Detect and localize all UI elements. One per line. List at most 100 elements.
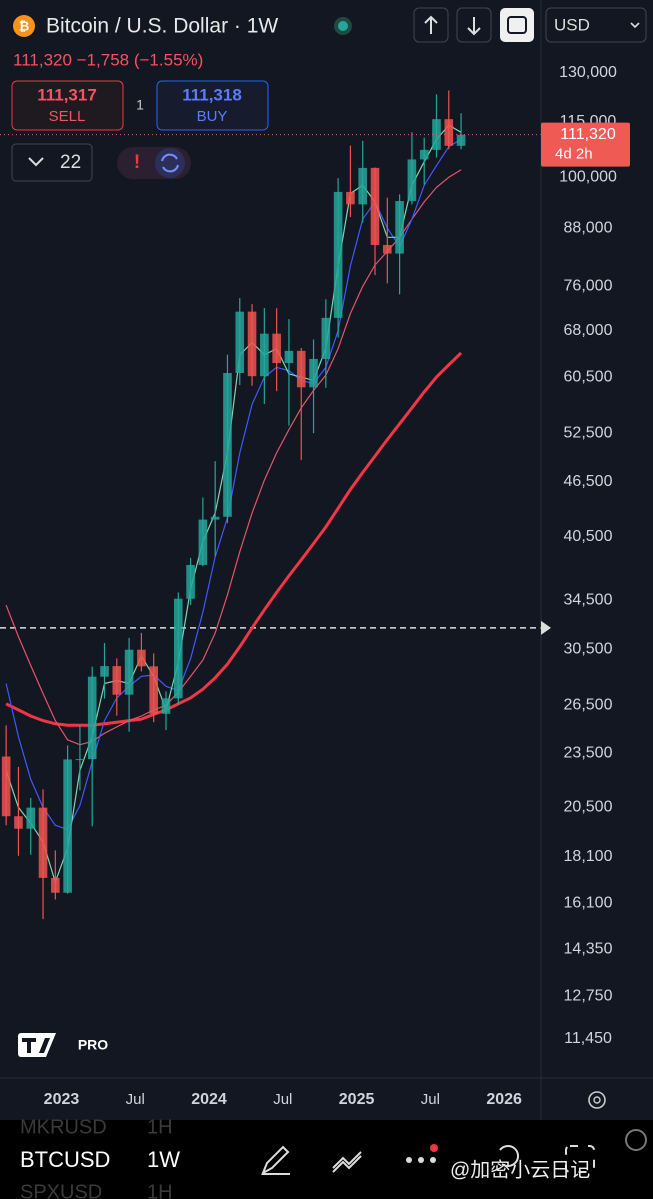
buy-button[interactable]: [156, 80, 269, 131]
candle-body: [223, 373, 232, 517]
undo-icon[interactable]: [499, 1145, 519, 1167]
candle-body: [1, 756, 11, 817]
y-tick-label: 12,750: [564, 987, 613, 1004]
x-tick-label: 2023: [44, 1091, 80, 1108]
candle-body: [112, 666, 122, 695]
symbol-name[interactable]: BTCUSD: [20, 1147, 110, 1172]
tv-logo: PRO: [18, 1033, 123, 1057]
candle-body: [407, 159, 417, 202]
notify-dot: [430, 1144, 438, 1152]
y-tick-label: 34,500: [564, 592, 613, 609]
settings-icon-core: [593, 1096, 601, 1104]
more-dot: [430, 1157, 436, 1163]
y-tick-label: 26,500: [564, 697, 613, 714]
logo-mark: [22, 1038, 50, 1053]
search-icon[interactable]: [625, 1129, 647, 1151]
quote: 111,320 −1,758 (−1.55%): [13, 50, 203, 69]
candle-body: [51, 877, 60, 893]
candle-body: [370, 167, 380, 245]
symbol-name: SPXUSD: [20, 1181, 102, 1199]
candle-body: [137, 649, 146, 667]
candle-body: [419, 149, 429, 160]
refresh-icon: [161, 153, 179, 173]
price-tag-label: 111,320: [560, 126, 616, 143]
sell-button[interactable]: [11, 80, 124, 131]
candle-body: [87, 676, 97, 760]
indicators-toggle[interactable]: [11, 143, 93, 182]
candle-body: [198, 519, 208, 565]
chart-title: Bitcoin / U.S. Dollar · 1W: [46, 15, 278, 38]
buy-label: BUY: [197, 108, 228, 125]
price-tag-countdown: 4d 2h: [555, 146, 593, 163]
up-button[interactable]: [413, 7, 449, 43]
candle-body: [321, 317, 331, 359]
refresh-bg: [155, 148, 185, 178]
y-tick-label: 52,500: [564, 425, 613, 442]
dropdown-arrow: [630, 22, 640, 29]
candle-body: [63, 759, 72, 893]
price-tag: [541, 122, 630, 167]
candle-body: [38, 807, 48, 878]
fullscreen-icon[interactable]: [565, 1145, 595, 1173]
moving-average: [5, 138, 462, 830]
settings-icon[interactable]: [588, 1091, 606, 1109]
candle-body: [284, 350, 294, 364]
candle-body: [309, 358, 318, 388]
draw-icon[interactable]: [261, 1145, 290, 1176]
down-button[interactable]: [456, 7, 492, 43]
plot-area: [0, 90, 541, 920]
y-tick-label: 20,500: [564, 799, 613, 816]
candle-body: [383, 244, 392, 254]
candle-body: [272, 333, 281, 364]
candle-body: [173, 598, 183, 699]
candle-body: [346, 191, 355, 205]
x-tick-label: 2025: [339, 1091, 375, 1108]
candle-body: [124, 649, 134, 695]
candle-body: [235, 311, 245, 374]
symbol-name: MKRUSD: [20, 1116, 107, 1138]
header: ₿ Bitcoin / U.S. Dollar · 1W USD 111,320…: [11, 7, 647, 182]
candle-body: [444, 119, 454, 146]
y-tick-label: 18,100: [564, 848, 613, 865]
y-tick-label: 40,500: [564, 528, 613, 545]
symbol-interval: 1H: [147, 1181, 173, 1199]
y-tick-label: 130,000: [559, 64, 617, 81]
symbol-interval[interactable]: 1W: [147, 1147, 180, 1172]
x-tick-label: Jul: [126, 1091, 145, 1108]
y-tick-label: 46,500: [564, 473, 613, 490]
candle-body: [456, 134, 466, 146]
up-arrow: [424, 15, 438, 34]
y-tick-label: 23,500: [564, 744, 613, 761]
moving-average: [5, 351, 463, 727]
sell-label: SELL: [49, 108, 86, 125]
y-tick-label: 88,000: [564, 219, 613, 236]
y-tick-label: 14,350: [564, 940, 613, 957]
currency-select[interactable]: [545, 7, 647, 43]
candle-body: [100, 666, 109, 677]
candle-body: [26, 807, 36, 829]
candle-body: [210, 516, 220, 520]
layout-icon: [507, 16, 527, 34]
x-tick-label: Jul: [273, 1091, 292, 1108]
y-tick-label: 76,000: [564, 278, 613, 295]
y-tick-label: 68,000: [564, 322, 613, 339]
logo-pro: PRO: [78, 1037, 108, 1053]
candle-body: [358, 167, 368, 205]
layout-button[interactable]: [500, 8, 534, 42]
x-tick-label: 2026: [486, 1091, 522, 1108]
y-tick-label: 30,500: [564, 641, 613, 658]
more-dot[interactable]: [406, 1157, 412, 1163]
more-dot: [418, 1157, 424, 1163]
trend-icon[interactable]: [332, 1151, 362, 1173]
currency: USD: [554, 15, 590, 34]
logo-pro-bg: [46, 1033, 123, 1057]
candle-body: [149, 666, 158, 714]
y-tick-label: 60,500: [564, 368, 613, 385]
moving-average: [5, 124, 462, 883]
status-dot: [338, 21, 348, 31]
sell-price: 111,317: [37, 85, 97, 104]
watermark: @加密小云日记: [450, 1158, 590, 1181]
alert-icon: !: [134, 152, 140, 173]
